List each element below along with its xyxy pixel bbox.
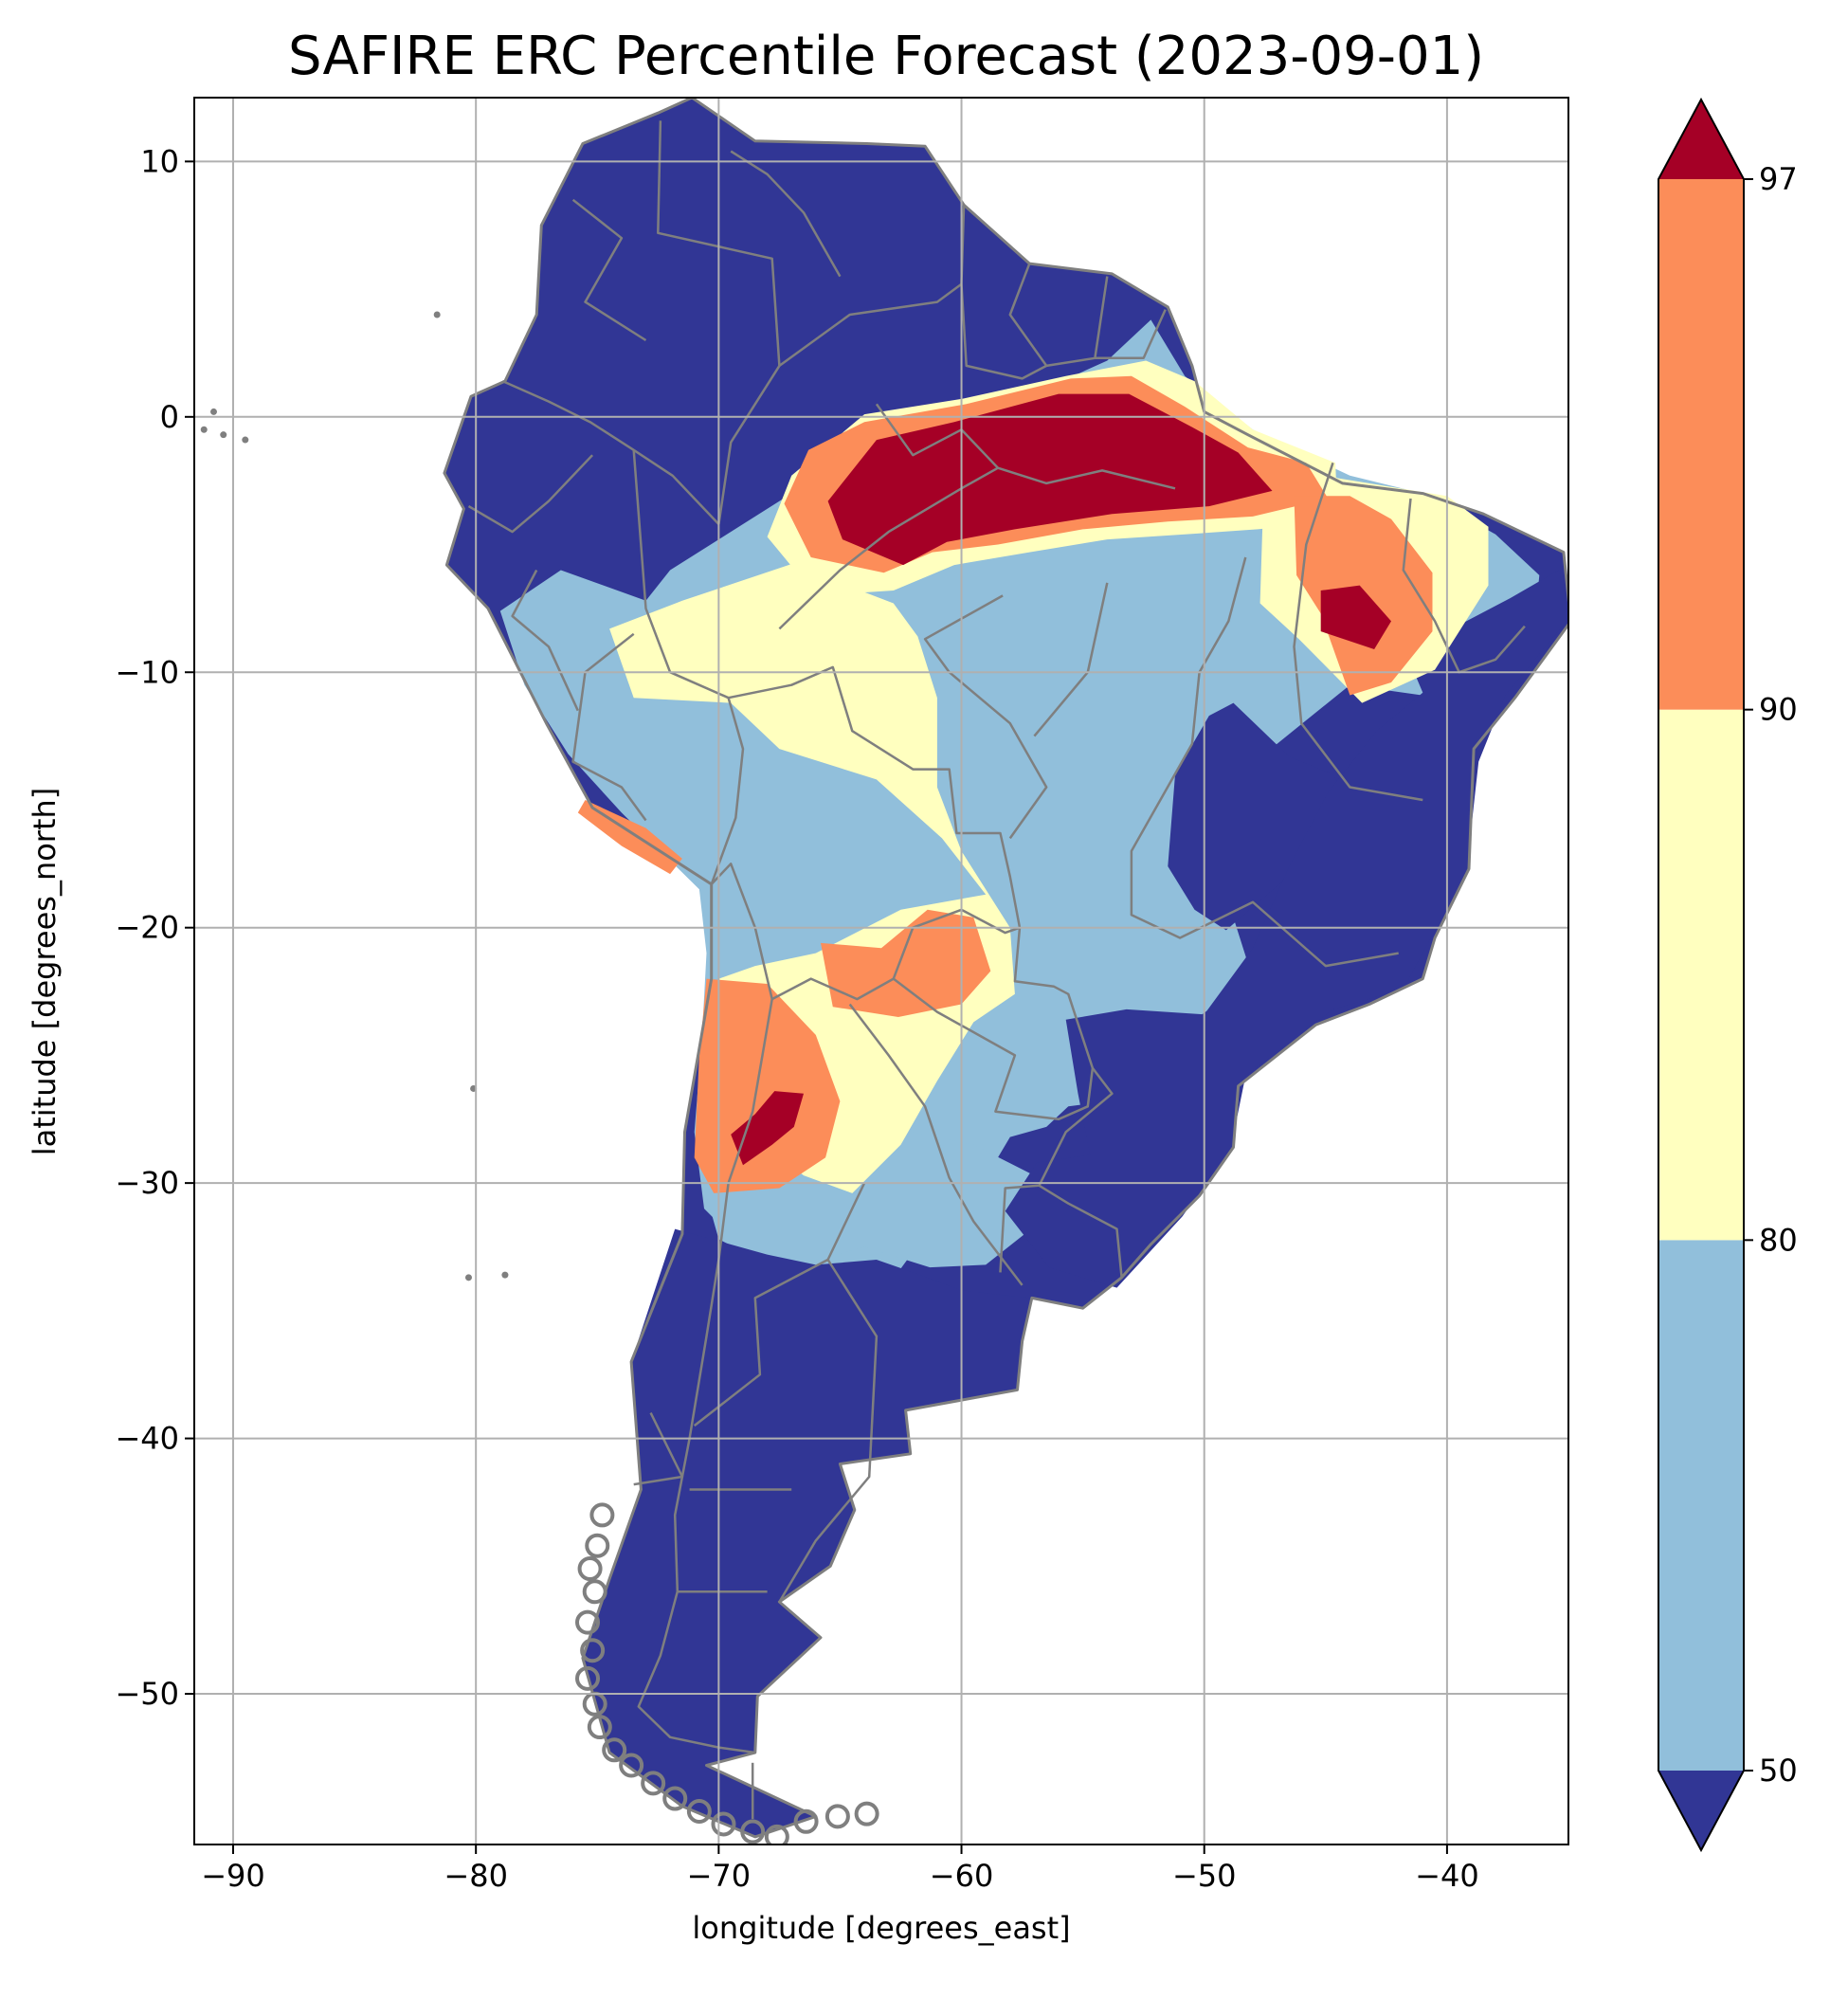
archipelago-island <box>575 1665 601 1691</box>
border-line <box>778 1182 879 1603</box>
colorbar: 50 80 90 97 <box>1658 97 1798 1853</box>
y-axis-ticks: 10 0 −10 −20 −30 −40 −50 <box>115 143 194 1712</box>
map-axes: −90 −80 −70 −60 −50 −40 10 0 −10 −20 −30 −40 −50 <box>115 97 1569 1894</box>
x-axis-label: longitude [degrees_east] <box>692 1910 1070 1946</box>
colorbar-band-50-80 <box>1658 1240 1744 1771</box>
region-southern-amazon-band <box>609 562 1015 1193</box>
archipelago-island <box>619 1753 644 1778</box>
country-borders <box>467 120 1526 1820</box>
archipelago-island <box>602 1737 627 1763</box>
archipelago-island <box>589 1502 615 1528</box>
y-tick-label: −10 <box>115 654 179 690</box>
colorbar-extend-above <box>1658 100 1744 179</box>
x-tick-label: −50 <box>1172 1858 1237 1894</box>
island <box>200 426 208 433</box>
border-line <box>710 665 1022 1001</box>
archipelago-island <box>582 1579 607 1605</box>
border-line <box>571 632 647 822</box>
y-tick-label: −50 <box>115 1676 179 1712</box>
region-northern-amazon-red <box>827 393 1273 566</box>
border-line <box>633 1412 684 1486</box>
archipelago-island <box>641 1771 666 1796</box>
archipelago-island <box>711 1811 736 1837</box>
border-line <box>1293 462 1423 802</box>
x-tick-label: −60 <box>930 1858 994 1894</box>
border-line <box>693 1258 829 1427</box>
border-line <box>1130 556 1399 968</box>
island <box>433 311 441 318</box>
region-central-brazil-dry <box>1168 702 1358 931</box>
region-atlantic-coast-dry <box>1005 570 1568 1288</box>
colorbar-tick-label: 80 <box>1759 1222 1798 1258</box>
archipelago-island <box>686 1798 712 1824</box>
border-line <box>875 403 999 469</box>
archipelago-island <box>793 1808 819 1834</box>
chart-title: SAFIRE ERC Percentile Forecast (2023-09-… <box>288 26 1484 87</box>
colorbar-tick-label: 90 <box>1759 692 1798 728</box>
x-axis-ticks: −90 −80 −70 −60 −50 −40 <box>201 1845 1479 1894</box>
map-frame <box>193 97 1569 1845</box>
border-line <box>730 150 842 278</box>
x-tick-label: −90 <box>201 1858 265 1894</box>
y-tick-label: −40 <box>115 1421 179 1457</box>
island <box>209 408 217 415</box>
archipelago-island <box>575 1609 601 1635</box>
border-line <box>1038 1184 1123 1278</box>
gridlines <box>194 98 1568 1845</box>
island <box>242 436 249 444</box>
archipelago-island <box>824 1804 850 1829</box>
border-line <box>960 263 1048 380</box>
coastline <box>443 98 1568 1839</box>
region-northeast-red <box>1320 585 1391 649</box>
border-line <box>657 120 781 525</box>
island <box>464 1274 472 1281</box>
border-line <box>501 379 720 525</box>
archipelago-island <box>854 1801 879 1826</box>
colorbar-band-90-97 <box>1658 179 1744 710</box>
colorbar-band-80-90 <box>1658 709 1744 1241</box>
border-line <box>511 569 579 712</box>
border-line <box>778 466 1176 630</box>
island <box>501 1271 509 1279</box>
border-line <box>571 198 647 342</box>
y-tick-label: −20 <box>115 910 179 946</box>
archipelago-island <box>740 1819 766 1845</box>
y-tick-label: 10 <box>140 143 179 179</box>
x-tick-label: −80 <box>444 1858 508 1894</box>
colorbar-extend-below <box>1658 1771 1744 1850</box>
x-tick-label: −70 <box>687 1858 752 1894</box>
border-line <box>1095 309 1167 360</box>
region-andes-orange <box>694 978 841 1193</box>
border-line <box>893 927 1095 1121</box>
y-tick-label: 0 <box>160 399 179 435</box>
border-line <box>923 594 1048 840</box>
archipelago-island <box>587 1715 612 1740</box>
islands <box>200 311 879 1845</box>
border-line <box>999 1067 1114 1273</box>
border-line <box>848 1003 1024 1286</box>
y-tick-label: −30 <box>115 1165 179 1201</box>
colorbar-tick-label: 50 <box>1759 1753 1798 1789</box>
border-line <box>467 454 594 534</box>
archipelago-island <box>662 1786 688 1811</box>
colorbar-tick-label: 97 <box>1759 161 1798 197</box>
region-chaco-orange <box>821 909 991 1017</box>
archipelago-island <box>764 1824 789 1845</box>
region-andes-red <box>731 1091 804 1166</box>
archipelago-island <box>577 1556 603 1581</box>
y-axis-label: latitude [degrees_north] <box>27 788 63 1156</box>
region-patagonia <box>582 1228 1030 1837</box>
region-peru-coast-orange <box>577 800 682 875</box>
x-tick-label: −40 <box>1415 1858 1479 1894</box>
archipelago-island <box>585 1533 610 1558</box>
archipelago-island <box>580 1638 606 1663</box>
island <box>220 431 227 439</box>
